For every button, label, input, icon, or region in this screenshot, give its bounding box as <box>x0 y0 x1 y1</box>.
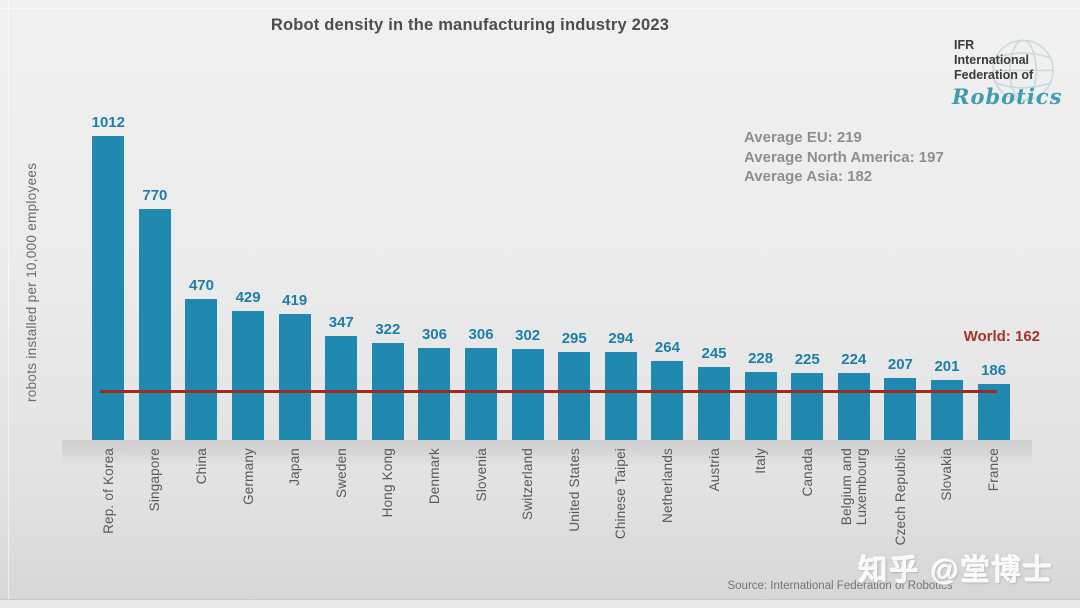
bar <box>232 311 265 440</box>
bar-value-label: 429 <box>235 289 261 307</box>
average-eu: Average EU: 219 <box>744 129 862 146</box>
bar <box>418 348 451 440</box>
bar-column: 228 <box>737 108 784 440</box>
x-axis-label: Japan <box>287 448 303 486</box>
x-axis-label: Netherlands <box>659 448 675 523</box>
bar-value-label: 225 <box>794 350 820 368</box>
bar-value-label: 419 <box>282 292 308 310</box>
bar-column: 201 <box>924 108 971 440</box>
logo-line-1: IFR <box>954 38 975 52</box>
bar-value-label: 186 <box>981 362 1007 380</box>
bar-column: 306 <box>458 108 505 440</box>
x-axis-label: Rep. of Korea <box>100 448 116 534</box>
x-axis-label: Switzerland <box>520 448 536 520</box>
regional-averages: Average EU: 219 Average North America: 1… <box>744 128 944 187</box>
bar-column: 186 <box>970 108 1017 440</box>
bar-value-label: 347 <box>328 313 354 331</box>
bar-column: 264 <box>644 108 691 440</box>
bar <box>651 360 684 440</box>
bar-value-label: 306 <box>468 326 494 344</box>
bar <box>791 372 824 440</box>
x-axis-label: China <box>193 448 209 485</box>
x-axis-label: Denmark <box>426 448 442 505</box>
logo-line-2: International <box>954 53 1030 67</box>
x-axis-label: Singapore <box>147 448 163 512</box>
bar-value-label: 302 <box>515 327 541 345</box>
bar <box>511 349 544 440</box>
bar-column: 1012 <box>85 108 132 440</box>
bar-column: 295 <box>551 108 598 440</box>
baseline-shadow <box>62 440 1032 466</box>
bar <box>977 384 1010 440</box>
bar-column: 302 <box>504 108 551 440</box>
bar-column: 347 <box>318 108 365 440</box>
bottom-strip <box>0 599 1080 608</box>
watermark-zhihu: 知乎 @堂博士 <box>858 555 1054 587</box>
x-axis-label: Canada <box>799 448 815 497</box>
bar-value-label: 228 <box>748 349 774 367</box>
ifr-logo: IFR International Federation of Robotics <box>950 36 1065 114</box>
bar-value-label: 770 <box>142 187 168 204</box>
bar-column: 470 <box>178 108 225 440</box>
bar <box>558 351 591 440</box>
x-axis-label: Sweden <box>333 448 349 498</box>
bar <box>698 366 731 440</box>
x-axis-label: United States <box>566 448 582 532</box>
bar <box>744 371 777 440</box>
logo-script-robotics: Robotics <box>952 84 1063 109</box>
world-average-line <box>100 389 997 393</box>
x-axis-label: Italy <box>753 448 769 474</box>
bar-column: 770 <box>132 108 179 440</box>
x-axis-label: Germany <box>240 448 256 505</box>
bars: 1012 770 470 429 419 347 322 306 306 302 295 294 264… <box>85 108 1017 440</box>
bar <box>837 372 870 440</box>
bar-column: 419 <box>271 108 318 440</box>
bar-value-label: 264 <box>654 338 680 356</box>
average-asia: Average Asia: 182 <box>744 168 873 185</box>
frame-edge-horizontal <box>0 8 1080 9</box>
bar-value-label: 322 <box>375 321 401 339</box>
logo-line-3: Federation of <box>954 68 1034 82</box>
bar-value-label: 295 <box>561 329 587 347</box>
bar <box>604 351 637 440</box>
bar <box>278 314 311 440</box>
source-note: Source: International Federation of Robo… <box>727 580 953 592</box>
bar-column: 294 <box>598 108 645 440</box>
bar-value-label: 1012 <box>91 114 125 132</box>
bar-value-label: 294 <box>608 329 634 347</box>
x-axis-label: Hong Kong <box>380 448 396 518</box>
bar-column: 225 <box>784 108 831 440</box>
logo-text: IFR International Federation of <box>954 38 1033 83</box>
bar-value-label: 245 <box>701 344 727 362</box>
bar-value-label: 207 <box>887 355 913 373</box>
chart-title: Robot density in the manufacturing indus… <box>270 16 670 34</box>
bar <box>465 348 498 440</box>
bar-value-label: 470 <box>188 277 214 294</box>
bar <box>325 335 358 440</box>
bar <box>884 377 917 440</box>
bar <box>930 379 963 440</box>
y-axis-label: robots installed per 10,000 employees <box>24 162 39 402</box>
bar-value-label: 201 <box>934 357 960 375</box>
bar-column: 224 <box>831 108 878 440</box>
bar-value-label: 224 <box>841 350 867 368</box>
bar <box>185 299 218 440</box>
frame-edge-vertical <box>8 0 9 608</box>
bar <box>138 209 171 440</box>
average-north-america: Average North America: 197 <box>744 148 944 166</box>
bar-column: 306 <box>411 108 458 440</box>
bar <box>92 136 125 440</box>
x-axis-label: Chinese Taipei <box>613 448 629 540</box>
x-axis-label: Slovenia <box>473 448 489 502</box>
bar-column: 245 <box>691 108 738 440</box>
world-average-label: World: 162 <box>963 328 1040 345</box>
bar-value-label: 306 <box>421 326 447 344</box>
x-axis-label: Austria <box>706 448 722 492</box>
bar-column: 207 <box>877 108 924 440</box>
bar-column: 429 <box>225 108 272 440</box>
